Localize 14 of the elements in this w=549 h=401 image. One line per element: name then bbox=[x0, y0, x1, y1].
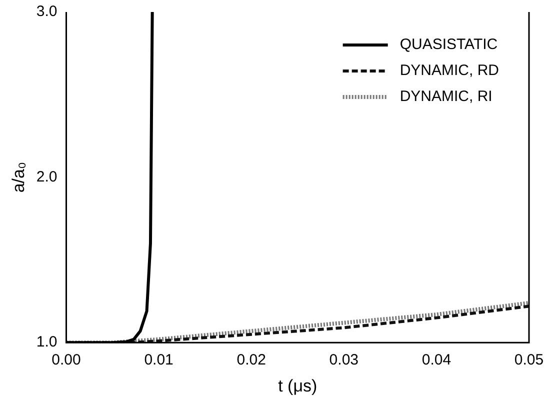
x-tick-label: 0.00 bbox=[52, 352, 81, 369]
y-tick-label: 3.0 bbox=[36, 3, 58, 20]
x-tick-label: 0.03 bbox=[329, 352, 358, 369]
legend-label: DYNAMIC, RI bbox=[400, 88, 492, 106]
legend-label: QUASISTATIC bbox=[400, 36, 498, 54]
y-tick-label: 2.0 bbox=[36, 168, 58, 186]
x-axis-title: t (μs) bbox=[278, 376, 318, 396]
x-tick-label: 0.01 bbox=[144, 352, 174, 369]
x-tick-label: 0.02 bbox=[236, 352, 266, 369]
y-tick-label: 1.0 bbox=[36, 334, 58, 351]
legend-label: DYNAMIC, RD bbox=[400, 62, 500, 80]
y-axis-title: a/a₀ bbox=[8, 162, 28, 193]
x-tick-label: 0.05 bbox=[514, 352, 544, 369]
x-tick-label: 0.04 bbox=[422, 352, 452, 369]
